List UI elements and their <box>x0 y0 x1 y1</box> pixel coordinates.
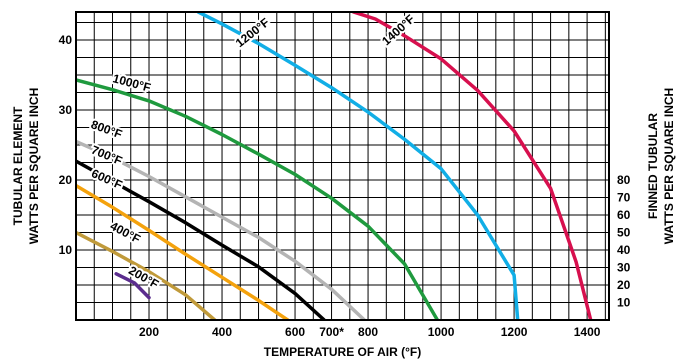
y-left-tick-label: 20 <box>59 173 73 187</box>
y-right-tick-label: 10 <box>617 296 631 310</box>
y-axis-left-label-line2: WATTS PER SQUARE INCH <box>27 88 41 244</box>
series-line-2 <box>76 183 290 320</box>
series-line-0 <box>114 272 151 300</box>
y-left-tick-label: 10 <box>59 243 73 257</box>
x-tick-label: 200 <box>139 325 159 339</box>
x-tick-label: 600 <box>285 325 305 339</box>
series-line-3 <box>76 159 326 320</box>
series-lines <box>76 12 593 320</box>
y-right-tick-label: 70 <box>617 191 631 205</box>
y-axis-left-label-line1: TUBULAR ELEMENT <box>11 106 25 225</box>
y-left-tick-labels: 10 20 30 40 <box>59 33 73 257</box>
y-right-tick-label: 40 <box>617 243 631 257</box>
x-tick-label: 1400 <box>574 325 601 339</box>
x-tick-label: 400 <box>212 325 232 339</box>
y-right-tick-label: 20 <box>617 278 631 292</box>
x-tick-label: 800 <box>358 325 378 339</box>
y-axis-right-label-line2: WATTS PER SQUARE INCH <box>662 88 676 244</box>
x-tick-label: 1000 <box>428 325 455 339</box>
series-line-6 <box>196 12 520 320</box>
series-line-5 <box>76 78 440 320</box>
y-right-tick-label: 30 <box>617 261 631 275</box>
chart-grid <box>76 12 609 320</box>
x-tick-label: 1200 <box>501 325 528 339</box>
y-right-tick-label: 50 <box>617 226 631 240</box>
y-left-tick-label: 40 <box>59 33 73 47</box>
y-right-tick-label: 80 <box>617 173 631 187</box>
y-right-tick-labels: 10 20 30 40 50 60 70 80 <box>617 173 631 310</box>
series-label-7: 1400°F <box>379 12 417 48</box>
y-left-tick-label: 30 <box>59 103 73 117</box>
series-line-4 <box>76 139 367 320</box>
plot-frame <box>75 11 610 321</box>
y-right-tick-label: 60 <box>617 208 631 222</box>
x-tick-label: 700* <box>319 325 344 339</box>
x-axis-label: TEMPERATURE OF AIR (°F) <box>264 345 421 359</box>
series-line-7 <box>351 12 593 320</box>
x-tick-labels: 200 400 600 700* 800 1000 1200 1400 <box>139 325 601 339</box>
y-axis-right-label-line1: FINNED TUBULAR <box>646 113 660 219</box>
series-line-1 <box>76 230 217 320</box>
